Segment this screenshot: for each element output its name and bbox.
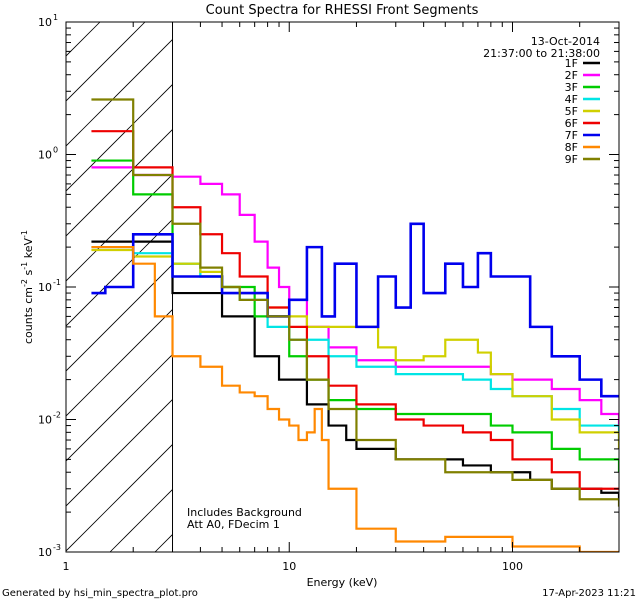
y-tick-exponent: -3 [53,543,61,552]
hatch-line [66,218,173,327]
y-label-part: keV [22,238,35,262]
series-line-7F [91,222,619,398]
x-tick-label: 1 [63,560,70,573]
x-tick-label: 100 [502,560,523,573]
y-axis-label: counts cm-2 s-1 keV-1 [20,230,35,344]
hatch-line [66,443,173,552]
hatch-line [66,83,173,192]
plot-frame [65,21,620,553]
x-axis-label: Energy (keV) [307,576,378,589]
legend-label-6F: 6F [565,117,578,130]
y-label-part: s [22,269,35,278]
y-tick-exponent: -1 [53,278,61,287]
time-range-label: 21:37:00 to 21:38:00 [483,47,600,60]
series-line-5F [91,248,619,449]
hatch-line [0,22,10,552]
y-tick-exponent: 0 [53,146,58,155]
hatch-line [66,263,173,372]
legend-label-4F: 4F [565,93,578,106]
footer-generated-by: Generated by hsi_min_spectra_plot.pro [2,588,198,599]
series-layer [91,98,619,552]
series-line-8F [91,246,619,552]
y-label-part: counts cm [22,287,35,344]
legend-label-2F: 2F [565,69,578,82]
y-tick-exponent: -2 [53,411,61,420]
y-tick-label: 10 [38,281,52,294]
annotation-background: Includes Background [187,506,302,519]
chart-title: Count Spectra for RHESSI Front Segments [206,3,479,18]
hatch-line [66,38,173,147]
legend-label-7F: 7F [565,129,578,142]
legend-label-3F: 3F [565,81,578,94]
y-label-exp: -1 [20,230,29,238]
y-tick-label: 10 [38,16,52,29]
legend-label-5F: 5F [565,105,578,118]
x-tick-label: 10 [282,560,296,573]
hatch-line [66,398,173,507]
y-label-exp: -1 [20,262,29,270]
y-label-exp: -2 [20,279,29,287]
y-tick-label: 10 [38,149,52,162]
footer-timestamp: 17-Apr-2023 11:21 [542,588,636,599]
annotation-attenuator: Att A0, FDecim 1 [187,518,280,531]
legend-label-1F: 1F [565,57,578,70]
shaded-region [0,22,173,552]
y-tick-exponent: 1 [53,13,58,22]
y-tick-label: 10 [38,546,52,559]
legend-label-9F: 9F [565,153,578,166]
legend-label-8F: 8F [565,141,578,154]
date-label: 13-Oct-2014 [531,35,600,48]
y-tick-label: 10 [38,414,52,427]
series-line-9F [91,98,619,507]
